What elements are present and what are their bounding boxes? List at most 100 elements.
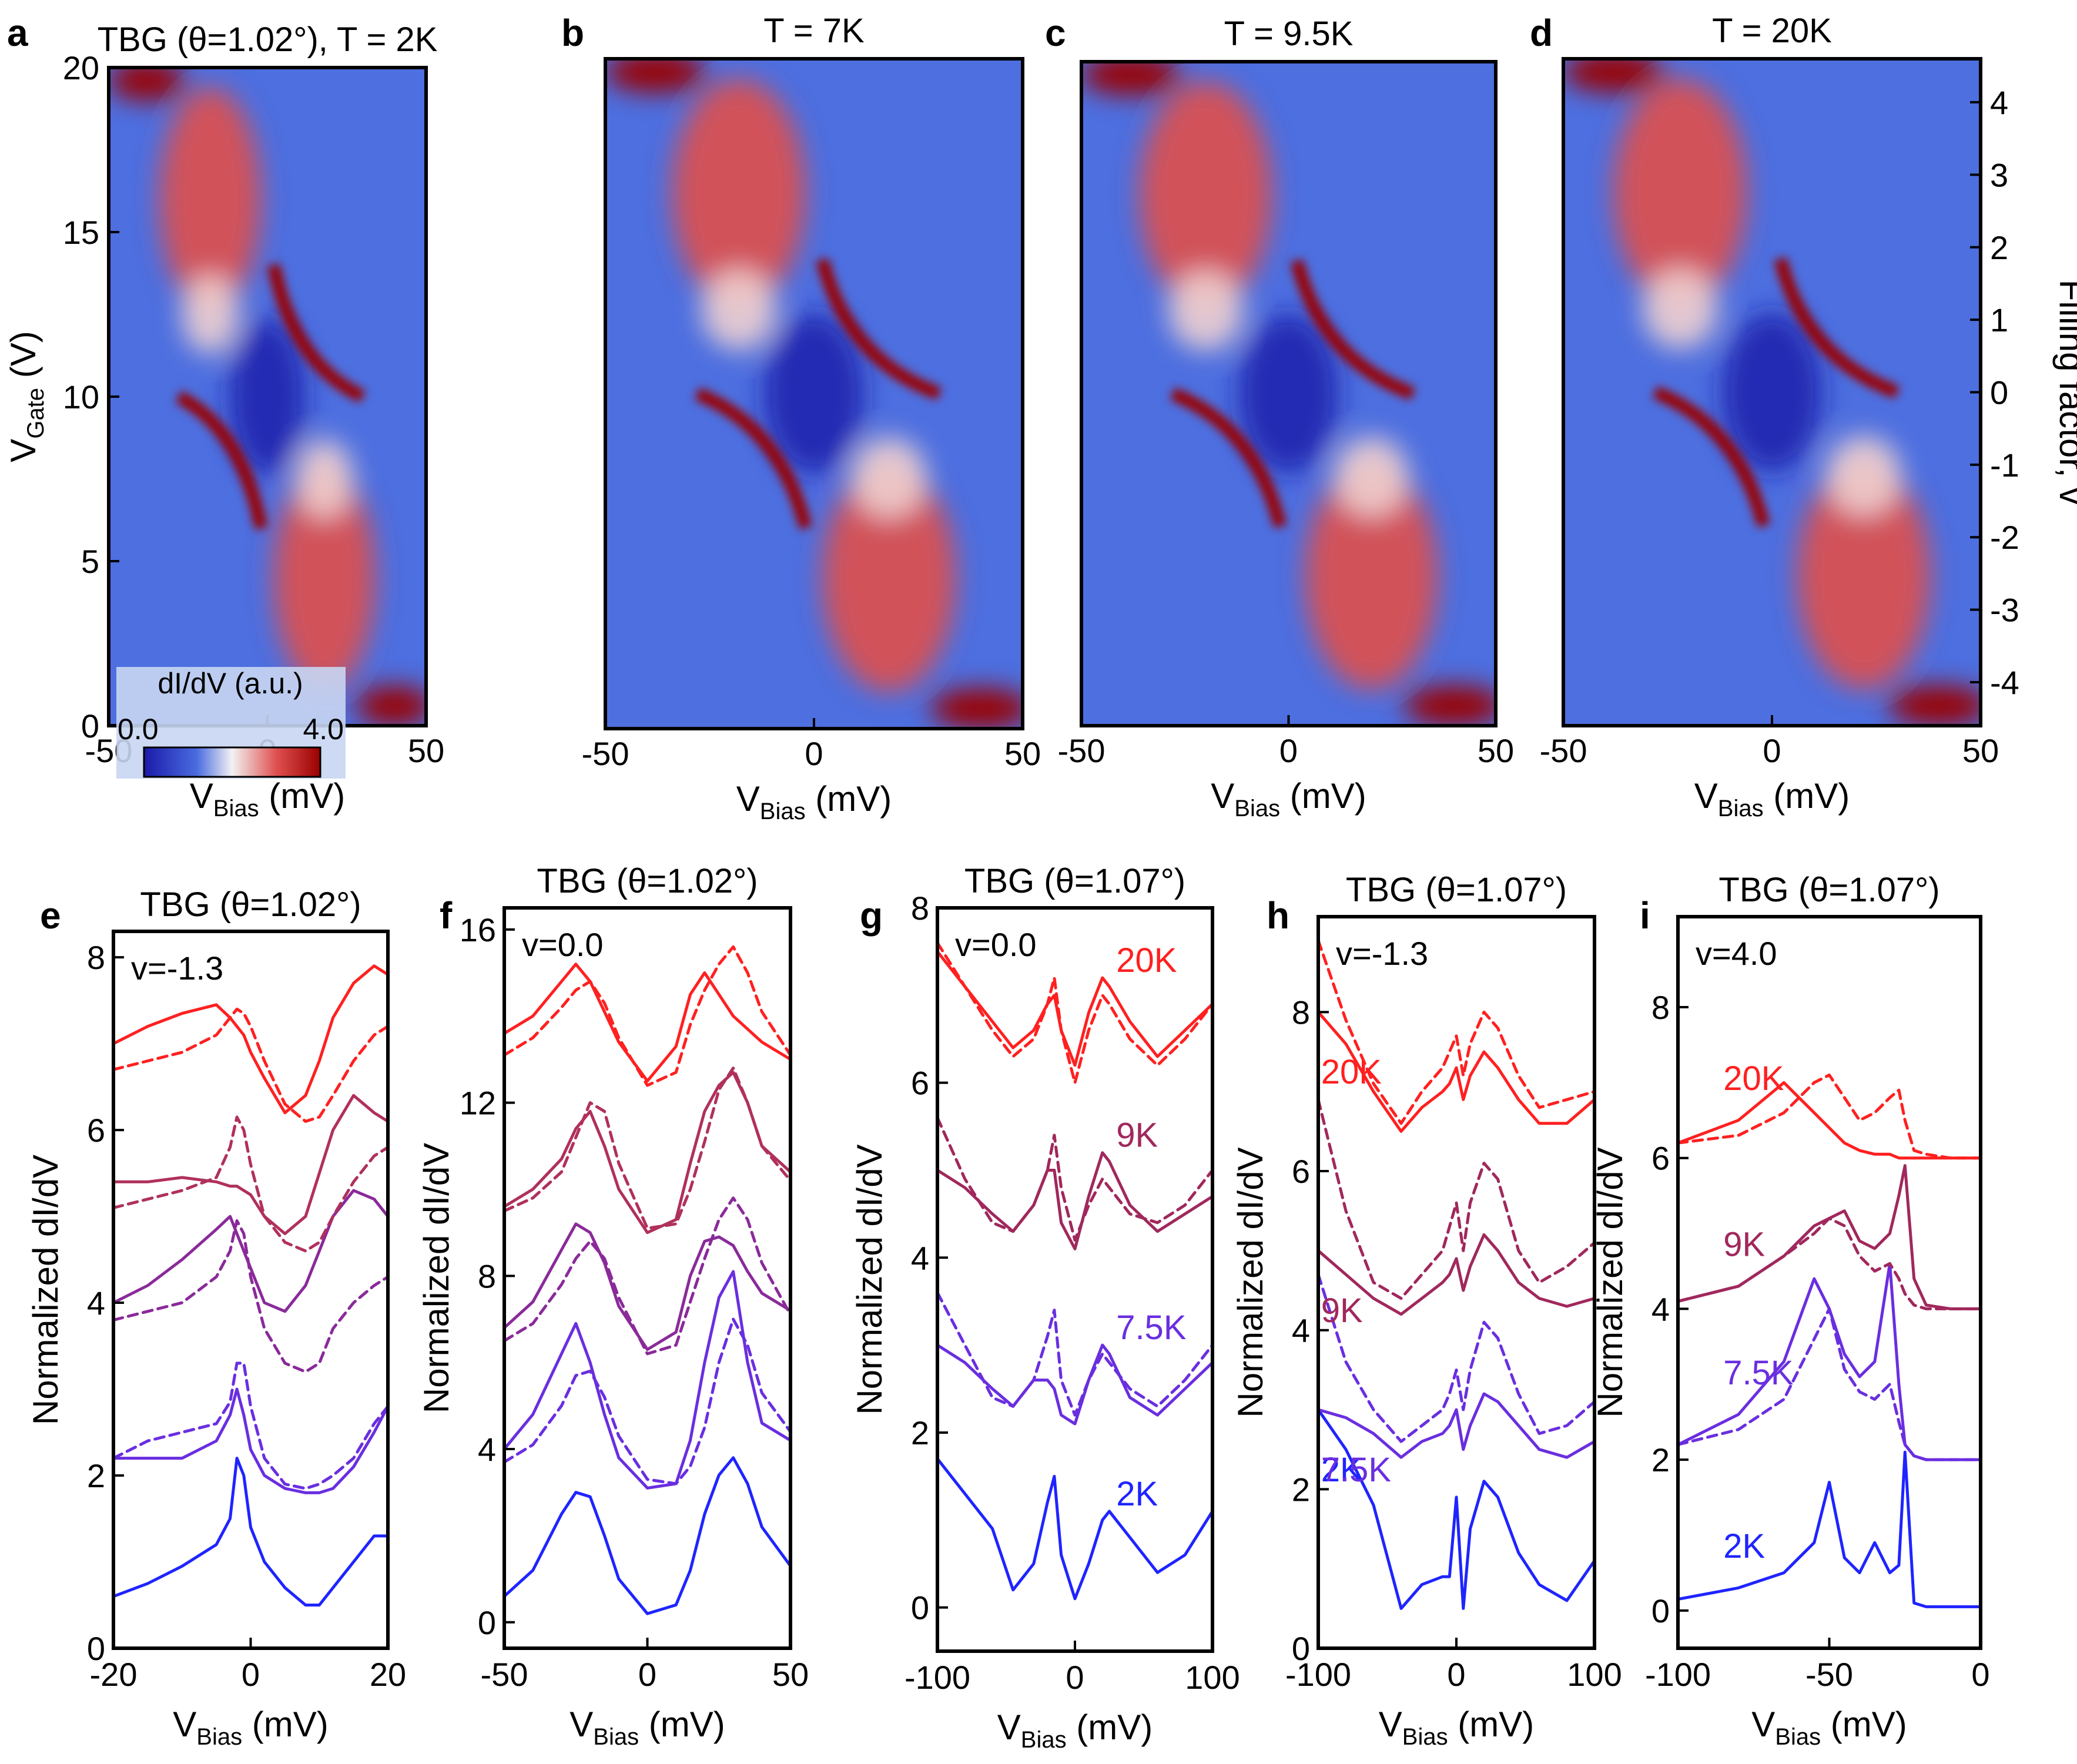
plot-frame-h [1316,915,1596,1650]
series-line-20k-solid [1678,1081,1981,1160]
x-axis-label-subscript: Bias [1234,796,1280,821]
cascade-lower-arc [1653,386,1770,528]
x-tick-label: -100 [905,1659,970,1696]
lower-band-blob [1305,463,1438,689]
filling-annotation: v=0.0 [522,926,604,963]
y2-tick-label: -1 [1990,447,2019,484]
series-label-2k: 2K [1321,1451,1363,1489]
y-tick-label: 4 [1292,1312,1310,1349]
panel-letter-b: b [561,12,584,54]
plot-area-i [1678,1074,1981,1608]
panel-title: TBG (θ=1.07°) [1718,871,1939,909]
y2-tick-label: -2 [1990,519,2019,556]
panel-title: T = 20K [1712,12,1832,50]
series-label-2k: 2K [1116,1475,1158,1513]
series-label-20k: 20K [1116,941,1177,980]
upper-secondary-blob [701,270,777,350]
x-axis-label-unit: (mV) [639,1705,725,1744]
upper-secondary-blob [182,274,239,354]
x-axis-label-subscript: Bias [760,799,806,824]
x-axis-label-unit: (mV) [1821,1705,1907,1744]
x-axis-label-subscript: Bias [196,1724,242,1750]
series-line-7.5k-dashed [113,1361,388,1490]
panel-letter-e: e [40,894,61,937]
series-line-9k-dashed [937,1116,1212,1242]
cnp-gap-blob [229,317,306,476]
x-tick-label: 0 [805,735,823,772]
x-axis-label: VBias (mV) [1211,776,1366,821]
series-line-7.5k-solid [113,1387,388,1494]
bottom-corner-blob [1888,685,1981,726]
series-line-7.5k-solid [937,1343,1212,1426]
y-tick-label: 16 [460,911,496,948]
x-tick-label: 0 [1447,1656,1465,1693]
cascade-lower-arc [1170,387,1287,528]
heatmap-b [605,59,1023,729]
x-axis-label-unit: (mV) [1764,776,1850,816]
cascade-upper-arc [1774,257,1900,398]
x-tick-label: 50 [1004,735,1041,772]
x-tick-label: -50 [1540,732,1587,769]
series-line-9k-dashed [1318,1098,1594,1300]
series-line-20k-dashed [113,1007,388,1123]
x-tick-label: 50 [772,1656,809,1693]
lower-secondary-blob [296,439,353,519]
cnp-gap-blob [1238,314,1339,474]
x-axis-label-unit: (mV) [1448,1705,1535,1744]
series-label-9k: 9K [1723,1226,1765,1264]
x-axis-label-subscript: Bias [1775,1724,1821,1750]
y-tick-label: 5 [81,543,99,580]
filling-annotation: v=-1.3 [131,950,223,987]
x-tick-label: -50 [1058,732,1106,769]
series-line-9k-like-solid [504,1222,790,1351]
x-axis-label-main: V [1379,1705,1402,1744]
heatmap-features [109,68,426,726]
y-tick-label: 2 [1651,1441,1670,1478]
x-axis-label-main: V [173,1705,196,1744]
series-label-20k: 20K [1321,1053,1382,1091]
series-line-9k-solid [1318,1233,1594,1316]
x-axis-label: VBias (mV) [190,776,345,821]
colorbar-gradient [143,746,321,778]
y-axis-label: Normalized dI/dV [1590,1147,1630,1417]
y-tick-label: 0 [478,1604,496,1641]
y-tick-label: 20 [63,49,99,86]
series-label-20k: 20K [1723,1059,1784,1098]
x-tick-label: 0 [242,1656,260,1693]
y-tick-label: 4 [1651,1290,1670,1327]
panel-title: T = 9.5K [1224,15,1354,53]
x-axis-label-subscript: Bias [593,1724,639,1750]
y-tick-label: 2 [911,1414,929,1451]
y2-tick-label: 4 [1990,84,2008,121]
lower-band-blob [273,465,376,690]
y-tick-label: 0 [1292,1630,1310,1667]
y2-tick-label: -4 [1990,664,2019,701]
series-line-upper-dashed [113,1115,388,1253]
panel-letter-c: c [1045,12,1066,54]
plot-area-e [113,964,388,1607]
series-line-20k-solid [504,963,790,1083]
cnp-gap-blob [763,313,865,474]
x-axis-label-subscript: Bias [213,796,259,821]
top-corner-blob [109,68,185,100]
panel-title: TBG (θ=1.02°) [537,862,758,900]
colorbar-max-label: 4.0 [303,713,344,746]
plot-area-f [504,945,790,1615]
y-tick-label: 0 [87,1630,105,1667]
series-line-9k-like-dashed [504,1196,790,1356]
series-line-2k [504,1456,790,1615]
y-tick-label: 10 [63,378,99,415]
x-tick-label: -50 [1805,1656,1853,1693]
y-tick-label: 0 [911,1589,929,1626]
x-tick-label: 100 [1567,1656,1622,1693]
plot-area-g [937,941,1212,1601]
x-axis-label: VBias (mV) [736,779,892,824]
series-line-9k-solid [1678,1164,1981,1310]
panel-title: TBG (θ=1.07°) [964,862,1185,900]
upper-secondary-blob [1168,270,1243,351]
series-line-2k [1678,1450,1981,1608]
x-axis-label: VBias (mV) [1694,776,1850,821]
series-line-20k-solid [113,964,388,1115]
series-label-9k: 9K [1116,1116,1158,1155]
